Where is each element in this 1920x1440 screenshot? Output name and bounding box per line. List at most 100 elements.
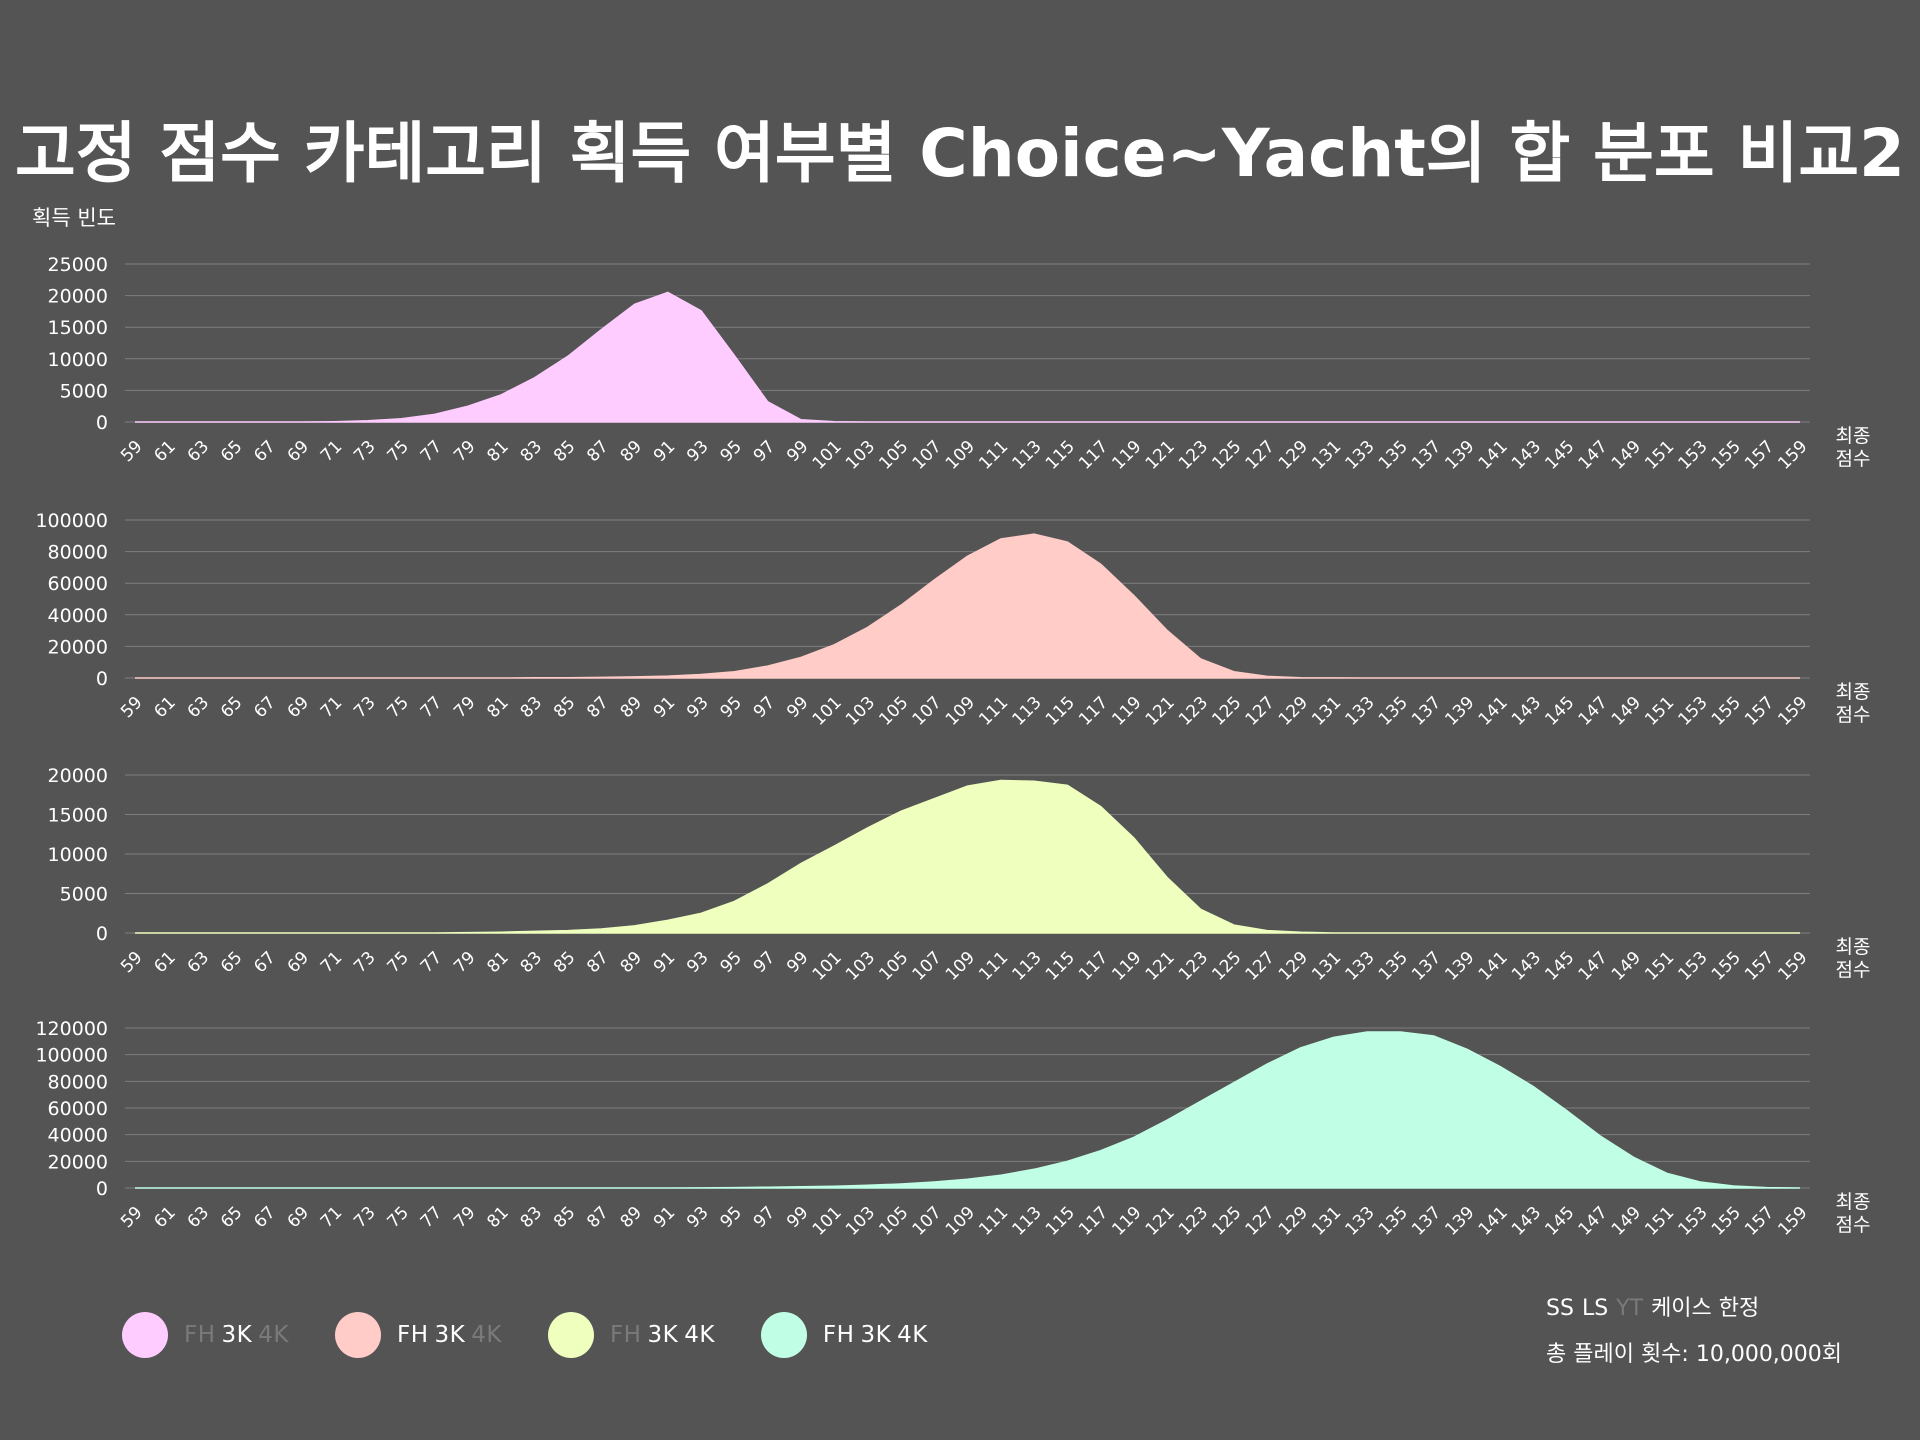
note-part: SS xyxy=(1546,1296,1574,1321)
y-tick-label: 40000 xyxy=(48,605,108,627)
x-tick-label: 145 xyxy=(1541,437,1578,474)
chart-title: 고정 점수 카테고리 획득 여부별 Choice~Yacht의 합 분포 비교2 xyxy=(15,115,1905,192)
x-tick-label: 95 xyxy=(716,948,745,977)
x-tick-label: 107 xyxy=(909,437,946,474)
x-tick-label: 99 xyxy=(783,948,812,977)
x-tick-label: 141 xyxy=(1475,693,1512,730)
x-tick-label: 101 xyxy=(809,1203,846,1240)
x-tick-label: 129 xyxy=(1275,437,1312,474)
y-tick-label: 10000 xyxy=(48,349,108,371)
note-part: 케이스 한정 xyxy=(1651,1296,1760,1321)
x-tick-label: 127 xyxy=(1242,948,1279,985)
y-tick-label: 60000 xyxy=(48,573,108,595)
x-tick-label: 143 xyxy=(1508,437,1545,474)
x-tick-label: 153 xyxy=(1675,437,1712,474)
x-tick-label: 159 xyxy=(1774,948,1811,985)
x-tick-label: 159 xyxy=(1774,1203,1811,1240)
x-tick-label: 113 xyxy=(1009,693,1046,730)
legend-label-part: 4K xyxy=(684,1322,715,1348)
x-tick-label: 65 xyxy=(217,437,246,466)
y-tick-label: 0 xyxy=(96,923,108,945)
x-tick-label: 99 xyxy=(783,437,812,466)
y-tick-label: 0 xyxy=(96,1178,108,1200)
x-tick-label: 67 xyxy=(250,948,279,977)
x-tick-label: 147 xyxy=(1575,948,1612,985)
x-tick-label: 103 xyxy=(842,1203,879,1240)
x-tick-label: 61 xyxy=(150,1203,179,1232)
x-tick-label: 93 xyxy=(683,948,712,977)
x-tick-label: 103 xyxy=(842,693,879,730)
y-tick-label: 20000 xyxy=(48,765,108,787)
x-tick-label: 69 xyxy=(284,1203,313,1232)
x-tick-label: 67 xyxy=(250,437,279,466)
x-tick-label: 93 xyxy=(683,1203,712,1232)
legend-label-part: 3K xyxy=(221,1322,253,1348)
x-tick-label: 141 xyxy=(1475,437,1512,474)
y-tick-label: 20000 xyxy=(48,1151,108,1173)
x-tick-label: 91 xyxy=(650,693,679,722)
x-tick-label: 75 xyxy=(383,437,412,466)
x-tick-label: 117 xyxy=(1075,437,1112,474)
x-tick-label: 121 xyxy=(1142,1203,1179,1240)
x-tick-label: 69 xyxy=(284,948,313,977)
x-tick-label: 151 xyxy=(1641,437,1678,474)
x-tick-label: 99 xyxy=(783,693,812,722)
x-tick-label: 61 xyxy=(150,948,179,977)
x-tick-label: 65 xyxy=(217,1203,246,1232)
y-tick-label: 25000 xyxy=(48,254,108,276)
x-tick-label: 81 xyxy=(483,1203,512,1232)
x-tick-label: 155 xyxy=(1708,1203,1745,1240)
x-tick-label: 65 xyxy=(217,948,246,977)
x-tick-label: 121 xyxy=(1142,693,1179,730)
x-tick-label: 115 xyxy=(1042,1203,1079,1240)
legend-label: FH 3K 4K xyxy=(823,1322,934,1348)
x-tick-label: 111 xyxy=(975,693,1012,730)
x-tick-label: 105 xyxy=(875,437,912,474)
x-tick-label: 109 xyxy=(942,693,979,730)
x-tick-label: 71 xyxy=(317,437,346,466)
x-tick-label: 113 xyxy=(1009,948,1046,985)
x-tick-label: 73 xyxy=(350,693,379,722)
x-tick-label: 133 xyxy=(1342,693,1379,730)
x-tick-label: 131 xyxy=(1308,437,1345,474)
x-tick-label: 149 xyxy=(1608,693,1645,730)
x-tick-label: 95 xyxy=(716,437,745,466)
x-tick-label: 147 xyxy=(1575,1203,1612,1240)
area-series-1 xyxy=(135,291,1800,423)
x-tick-label: 151 xyxy=(1641,1203,1678,1240)
x-tick-label: 63 xyxy=(184,948,213,977)
x-tick-label: 145 xyxy=(1541,948,1578,985)
x-tick-label: 91 xyxy=(650,1203,679,1232)
x-tick-label: 149 xyxy=(1608,1203,1645,1240)
x-tick-label: 137 xyxy=(1408,437,1445,474)
legend-swatch xyxy=(122,1312,168,1358)
x-tick-label: 85 xyxy=(550,948,579,977)
x-tick-label: 129 xyxy=(1275,693,1312,730)
x-tick-label: 73 xyxy=(350,948,379,977)
x-tick-label: 97 xyxy=(750,437,779,466)
x-tick-label: 123 xyxy=(1175,437,1212,474)
x-axis-label: 최종 xyxy=(1836,1191,1871,1213)
x-tick-label: 83 xyxy=(517,437,546,466)
x-tick-label: 71 xyxy=(317,693,346,722)
x-tick-label: 101 xyxy=(809,437,846,474)
x-tick-label: 79 xyxy=(450,437,479,466)
x-tick-label: 101 xyxy=(809,693,846,730)
x-tick-label: 149 xyxy=(1608,437,1645,474)
x-tick-label: 75 xyxy=(383,1203,412,1232)
x-tick-label: 115 xyxy=(1042,693,1079,730)
legend-label-part: 4K xyxy=(258,1322,289,1348)
y-tick-label: 60000 xyxy=(48,1098,108,1120)
x-tick-label: 123 xyxy=(1175,1203,1212,1240)
x-tick-label: 85 xyxy=(550,437,579,466)
x-tick-label: 153 xyxy=(1675,948,1712,985)
x-tick-label: 139 xyxy=(1441,948,1478,985)
note-total-plays: 총 플레이 횟수: 10,000,000회 xyxy=(1546,1342,1843,1367)
legend-swatch xyxy=(760,1312,807,1358)
x-tick-label: 131 xyxy=(1308,693,1345,730)
x-tick-label: 141 xyxy=(1475,948,1512,985)
legend-label-part: 3K xyxy=(860,1322,892,1348)
x-tick-label: 81 xyxy=(483,437,512,466)
x-tick-label: 89 xyxy=(617,948,646,977)
x-tick-label: 103 xyxy=(842,437,879,474)
